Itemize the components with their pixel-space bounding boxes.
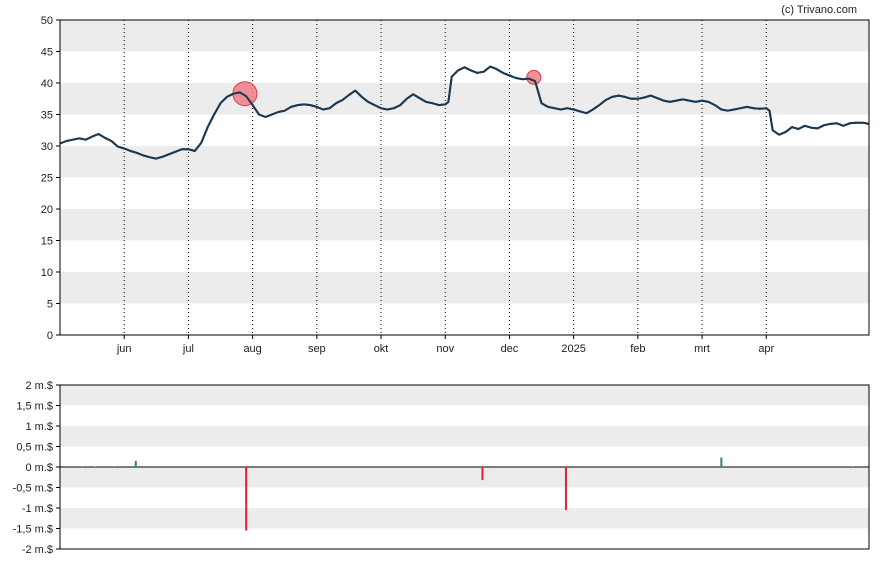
price-y-tick-label: 20 (41, 204, 53, 216)
price-x-tick-label: nov (436, 343, 454, 355)
price-x-axis-ticks: jun jul aug sep okt nov dec 2025 feb mrt apr (116, 335, 775, 355)
flow-y-tick-label: -0,5 m.$ (13, 483, 53, 495)
flow-chart-bands (60, 385, 869, 529)
flow-y-tick-label: -1 m.$ (22, 503, 53, 515)
price-band (60, 272, 869, 304)
price-line-overlay (59, 65, 870, 160)
flow-chart: 2 m.$ 1,5 m.$ 1 m.$ 0,5 m.$ 0 m.$ -0,5 m.$ -1 … (13, 380, 870, 556)
price-y-tick-label: 25 (41, 173, 53, 185)
price-x-tick-label: apr (758, 343, 774, 355)
price-band (60, 83, 869, 115)
price-band (60, 146, 869, 178)
price-y-tick-label: 10 (41, 267, 53, 279)
price-x-tick-label: mrt (694, 343, 710, 355)
flow-band (60, 508, 869, 529)
credit-label: (c) Trivano.com (781, 4, 857, 16)
price-band (60, 20, 869, 52)
flow-band (60, 467, 869, 488)
flow-y-tick-label: 0,5 m.$ (16, 442, 53, 454)
flow-bars (68, 457, 854, 531)
price-y-tick-label: 30 (41, 141, 53, 153)
trade-marker (526, 69, 542, 85)
price-y-tick-label: 5 (47, 299, 53, 311)
price-y-tick-label: 15 (41, 236, 53, 248)
price-chart-month-gridlines (123, 20, 767, 335)
price-band (60, 209, 869, 241)
price-x-tick-label: okt (374, 343, 389, 355)
price-x-tick-label: jul (182, 343, 194, 355)
price-x-tick-label: sep (308, 343, 326, 355)
flow-y-tick-label: 2 m.$ (25, 380, 53, 392)
flow-y-tick-label: 1 m.$ (25, 421, 53, 433)
price-x-tick-label: dec (501, 343, 519, 355)
price-x-tick-label: jun (116, 343, 132, 355)
flow-band (60, 426, 869, 447)
price-y-tick-label: 40 (41, 78, 53, 90)
flow-chart-frame (59, 384, 870, 550)
flow-y-tick-label: -1,5 m.$ (13, 524, 53, 536)
flow-y-tick-label: -2 m.$ (22, 544, 53, 556)
flow-band (60, 385, 869, 406)
price-y-tick-label: 45 (41, 47, 53, 59)
price-y-tick-label: 50 (41, 15, 53, 27)
price-x-tick-label: feb (630, 343, 645, 355)
price-markers (232, 69, 542, 107)
price-x-tick-label: aug (243, 343, 261, 355)
price-y-axis-ticks: 0 5 10 15 20 25 30 35 40 45 50 (41, 15, 60, 342)
flow-y-tick-label: 1,5 m.$ (16, 401, 53, 413)
price-y-tick-label: 35 (41, 110, 53, 122)
flow-y-tick-label: 0 m.$ (25, 462, 53, 474)
flow-y-axis-ticks: 2 m.$ 1,5 m.$ 1 m.$ 0,5 m.$ 0 m.$ -0,5 m.$ -1 … (13, 380, 60, 556)
price-chart-frame (59, 19, 870, 336)
price-y-tick-label: 0 (47, 330, 53, 342)
price-chart-bands (60, 20, 869, 304)
price-x-tick-label: 2025 (561, 343, 585, 355)
